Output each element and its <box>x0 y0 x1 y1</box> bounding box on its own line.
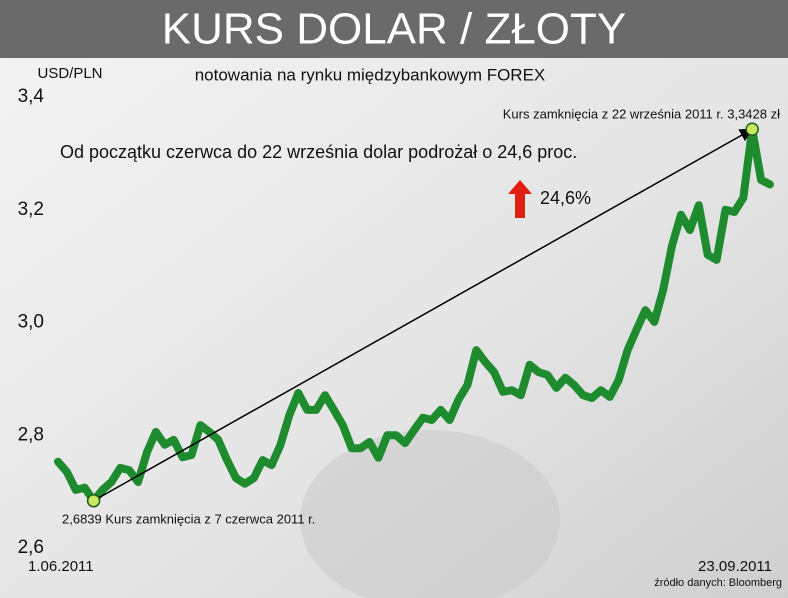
y-tick-label: 2,6 <box>18 537 44 558</box>
up-arrow-icon <box>508 180 532 218</box>
source: źródło danych: Bloomberg <box>654 577 782 589</box>
y-axis-label: USD/PLN <box>37 65 102 82</box>
y-tick-label: 3,0 <box>18 312 44 333</box>
y-tick-label: 3,4 <box>18 86 45 107</box>
annotation: Od początku czerwca do 22 września dolar… <box>60 142 577 162</box>
marked-point <box>745 122 759 136</box>
marked-point <box>86 493 101 508</box>
title-band <box>0 0 788 58</box>
annotation: Kurs zamknięcia z 22 września 2011 r. 3,… <box>503 106 780 121</box>
subtitle: notowania na rynku międzybankowym FOREX <box>195 65 546 84</box>
y-tick-label: 2,8 <box>18 424 44 445</box>
line <box>54 125 774 505</box>
y-tick-label: 3,2 <box>18 199 44 220</box>
annotation: 2,6839 Kurs zamknięcia z 7 czerwca 2011 … <box>62 511 315 526</box>
x-tick-label: 23.09.2011 <box>698 558 772 575</box>
annotation: 24,6% <box>540 188 591 208</box>
chart-title: KURS DOLAR / ZŁOTY <box>162 5 627 54</box>
x-tick-label: 1.06.2011 <box>28 558 94 575</box>
bill-decoration <box>300 430 560 598</box>
trend-arrow <box>93 128 754 502</box>
